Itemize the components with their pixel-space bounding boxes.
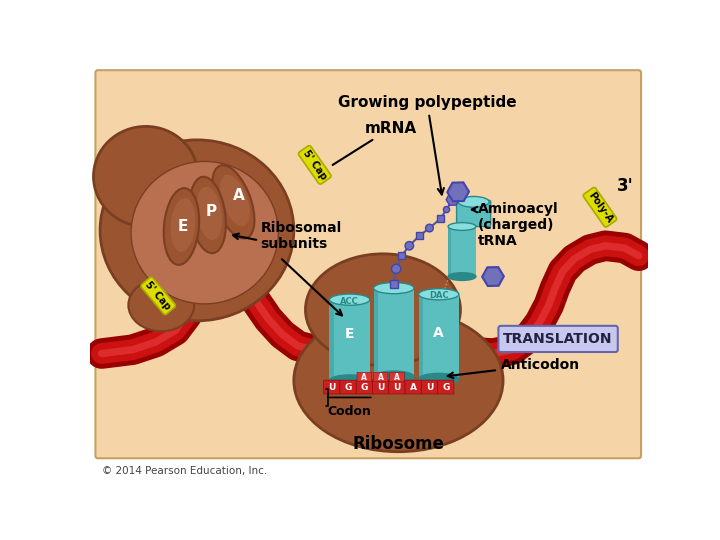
Text: A: A (433, 326, 444, 340)
Ellipse shape (100, 140, 294, 321)
Text: G: G (442, 382, 449, 392)
Text: TRANSLATION: TRANSLATION (503, 332, 613, 346)
Text: A: A (394, 373, 400, 382)
Text: A: A (233, 188, 245, 203)
Ellipse shape (392, 264, 401, 273)
FancyBboxPatch shape (96, 70, 641, 458)
Text: Ribosomal
subunits: Ribosomal subunits (261, 221, 342, 251)
Ellipse shape (220, 174, 250, 226)
Bar (437, 215, 444, 222)
Ellipse shape (305, 254, 461, 366)
Text: Aminoacyl
(charged)
tRNA: Aminoacyl (charged) tRNA (477, 202, 558, 248)
FancyBboxPatch shape (389, 380, 405, 394)
Bar (390, 280, 397, 288)
FancyBboxPatch shape (324, 380, 340, 394)
Text: E: E (178, 219, 188, 234)
Text: U: U (328, 382, 336, 392)
Ellipse shape (94, 126, 198, 226)
Text: U: U (377, 382, 384, 392)
Text: G: G (361, 382, 368, 392)
Ellipse shape (418, 289, 459, 300)
Text: A: A (410, 382, 417, 392)
Text: ACC: ACC (341, 298, 359, 307)
FancyBboxPatch shape (498, 326, 618, 352)
Bar (374, 288, 414, 377)
Text: Anticodon: Anticodon (448, 358, 580, 378)
Ellipse shape (454, 186, 462, 193)
Text: Growing polypeptide: Growing polypeptide (338, 95, 516, 194)
Bar (416, 232, 423, 239)
FancyBboxPatch shape (372, 380, 389, 394)
Ellipse shape (330, 294, 370, 305)
FancyBboxPatch shape (390, 373, 404, 382)
Ellipse shape (330, 375, 370, 386)
Ellipse shape (163, 188, 199, 265)
Ellipse shape (374, 282, 414, 294)
Ellipse shape (448, 222, 476, 231)
Bar (418, 294, 459, 379)
Text: Ribosome: Ribosome (353, 435, 444, 453)
Text: mRNA: mRNA (333, 120, 418, 165)
Text: © 2014 Pearson Education, Inc.: © 2014 Pearson Education, Inc. (102, 467, 267, 476)
Ellipse shape (294, 309, 503, 452)
Ellipse shape (448, 273, 476, 280)
FancyBboxPatch shape (405, 380, 421, 394)
Text: P: P (206, 204, 217, 219)
Ellipse shape (374, 371, 414, 382)
FancyBboxPatch shape (456, 200, 490, 226)
Bar (398, 252, 405, 259)
Ellipse shape (197, 187, 222, 240)
Bar (448, 226, 476, 276)
Text: A: A (361, 373, 367, 382)
Text: 5' Cap: 5' Cap (143, 280, 173, 312)
Ellipse shape (212, 165, 254, 239)
Bar (418, 294, 423, 379)
Text: U: U (426, 382, 433, 392)
Text: U: U (393, 382, 400, 392)
Bar (374, 288, 379, 377)
Text: Codon: Codon (327, 405, 371, 418)
Ellipse shape (128, 279, 194, 331)
Ellipse shape (458, 197, 489, 207)
FancyBboxPatch shape (340, 380, 356, 394)
FancyBboxPatch shape (357, 373, 372, 382)
Ellipse shape (171, 198, 195, 252)
Ellipse shape (418, 373, 459, 384)
Ellipse shape (444, 206, 449, 213)
FancyBboxPatch shape (438, 380, 454, 394)
Text: 3': 3' (616, 178, 633, 195)
Text: G: G (344, 382, 352, 392)
FancyBboxPatch shape (373, 373, 388, 382)
Ellipse shape (131, 161, 279, 304)
Bar (448, 226, 451, 276)
Ellipse shape (426, 224, 433, 232)
FancyBboxPatch shape (421, 380, 438, 394)
Ellipse shape (405, 241, 413, 250)
Text: DAC: DAC (429, 291, 449, 300)
Text: A: A (378, 373, 384, 382)
Text: 5' Cap: 5' Cap (301, 148, 328, 181)
Bar (330, 300, 370, 381)
Ellipse shape (189, 177, 226, 253)
Text: E: E (345, 327, 354, 341)
Bar (330, 300, 334, 381)
FancyBboxPatch shape (356, 380, 372, 394)
Text: Poly-A: Poly-A (586, 190, 614, 225)
